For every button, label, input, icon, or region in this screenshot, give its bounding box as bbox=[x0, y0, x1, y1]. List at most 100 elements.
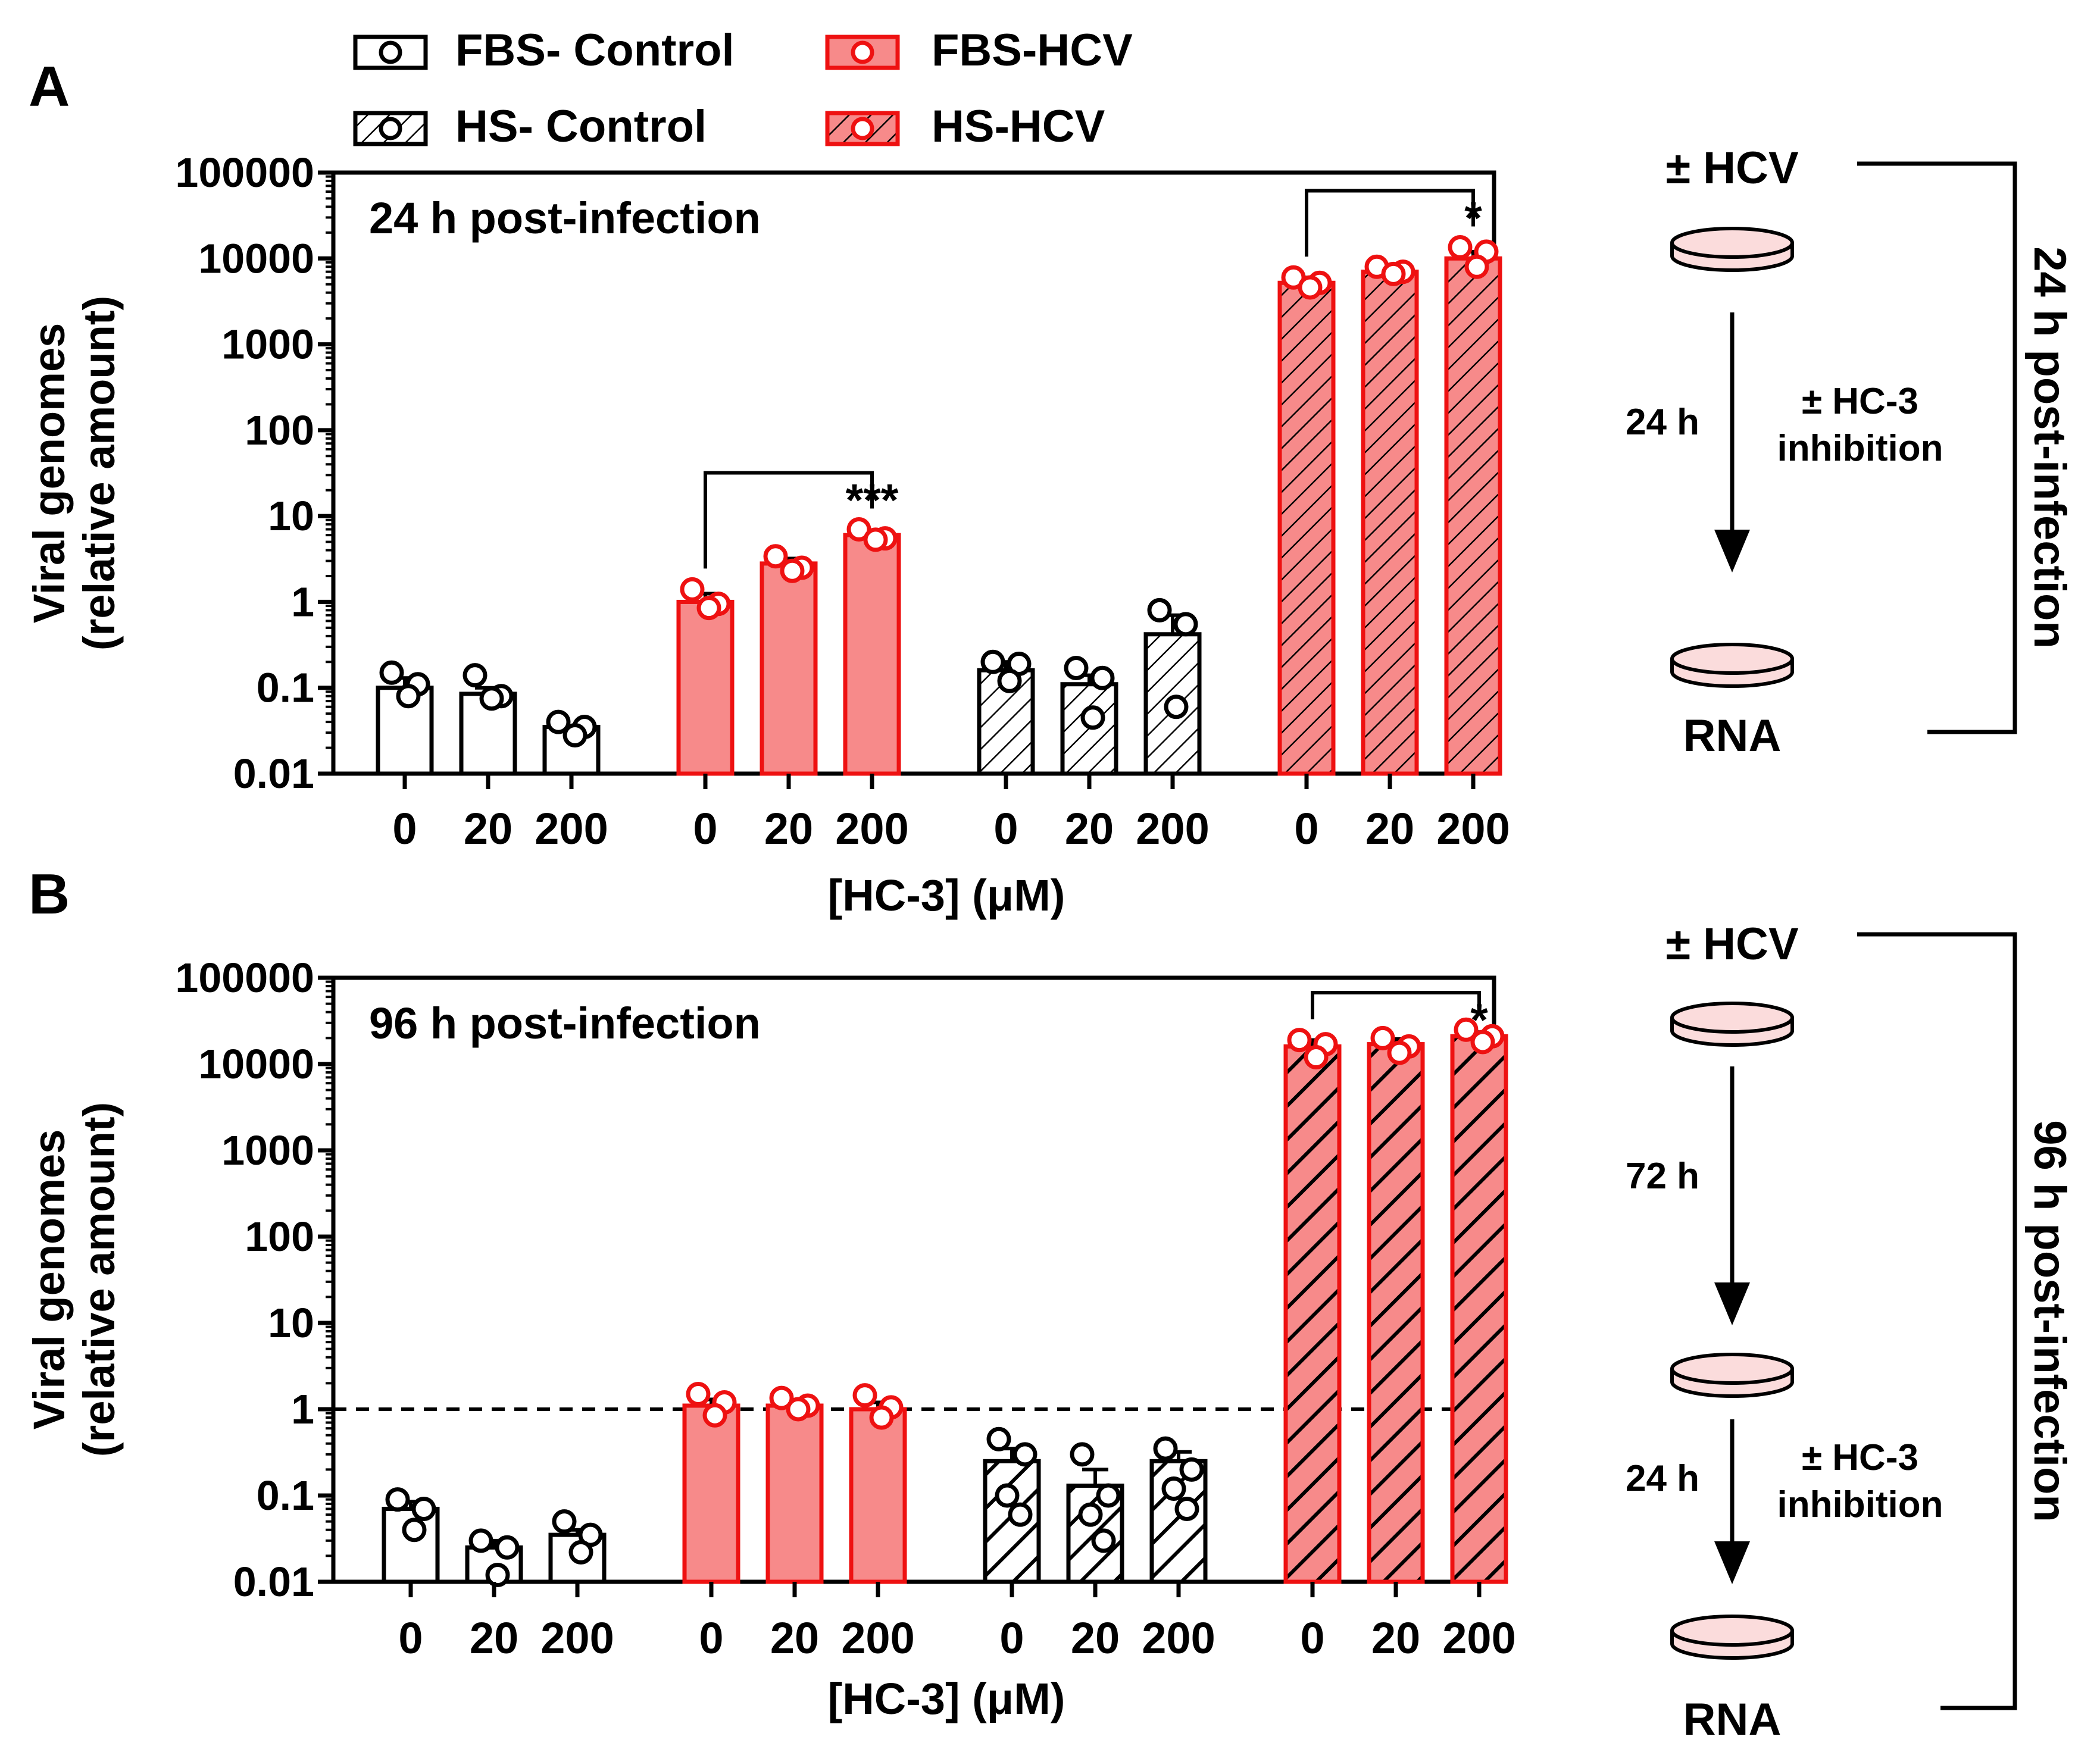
scheme-b-bracket bbox=[1857, 932, 2017, 1710]
legend-item-hs-hcv: HS-HCV bbox=[825, 101, 1105, 152]
panel-b-xtick-label: 200 bbox=[1442, 1613, 1515, 1663]
panel-a-data-point bbox=[1147, 597, 1172, 622]
panel-b-data-point bbox=[385, 1487, 410, 1512]
panel-b-ytick-label: 0.01 bbox=[233, 1559, 314, 1605]
panel-b-data-point bbox=[1096, 1483, 1121, 1508]
panel-b-data-point bbox=[1174, 1496, 1199, 1521]
panel-a-ytick-label: 0.01 bbox=[233, 750, 314, 797]
panel-a-ytick-label: 100000 bbox=[175, 149, 314, 196]
panel-a-ytick-label: 100 bbox=[245, 407, 314, 453]
panel-a-label: A bbox=[29, 55, 70, 118]
panel-a-significance-label: * bbox=[1464, 193, 1482, 243]
panel-b-xtick-label: 200 bbox=[540, 1613, 614, 1663]
panel-a-data-point bbox=[479, 686, 504, 711]
panel-a-data-point bbox=[1164, 694, 1189, 719]
legend-item-fbs-hcv: FBS-HCV bbox=[825, 25, 1133, 76]
panel-a-data-point bbox=[1080, 705, 1105, 730]
legend-label-hs-control: HS- Control bbox=[455, 101, 707, 152]
panel-a-bar bbox=[762, 563, 815, 774]
panel-b-xtick-label: 20 bbox=[470, 1613, 518, 1663]
panel-a-xlabel: [HC-3] (μM) bbox=[828, 871, 1065, 920]
panel-b-data-point bbox=[411, 1496, 436, 1521]
panel-b-data-point bbox=[1370, 1025, 1395, 1050]
panel-b-data-point bbox=[686, 1381, 711, 1406]
panel-b-data-point bbox=[1091, 1528, 1116, 1553]
panel-a-bar-hatch bbox=[1363, 271, 1417, 774]
panel-a-bar-hatch bbox=[1280, 283, 1333, 774]
scheme-a-arrow-head bbox=[1714, 530, 1750, 572]
scheme-a-top-label: ± HCV bbox=[1665, 143, 1799, 193]
legend-label-hs-hcv: HS-HCV bbox=[932, 101, 1105, 152]
panel-a-data-point bbox=[1448, 234, 1473, 259]
panel-a-xtick-label: 20 bbox=[764, 804, 813, 853]
panel-b-data-point bbox=[1304, 1045, 1329, 1070]
panel-b-ylabel-line2: (relative amount) bbox=[74, 1102, 124, 1457]
panel-a-data-point bbox=[846, 517, 871, 542]
panel-b-xtick-label: 0 bbox=[1300, 1613, 1324, 1663]
panel-b-bar bbox=[851, 1409, 905, 1582]
panel-b-data-point bbox=[552, 1509, 577, 1534]
panel-b-data-point bbox=[402, 1518, 427, 1543]
panel-a-data-point bbox=[680, 577, 705, 602]
panel-b-data-point bbox=[1161, 1476, 1186, 1501]
panel-a-data-point bbox=[1064, 655, 1089, 680]
panel-b-data-point bbox=[485, 1563, 510, 1588]
panel-b-data-point bbox=[852, 1383, 877, 1408]
panel-b-ytick-label: 1 bbox=[291, 1386, 314, 1432]
panel-a-xtick-label: 0 bbox=[392, 804, 417, 853]
panel-b-data-point bbox=[1387, 1040, 1412, 1065]
panel-b-data-point bbox=[769, 1385, 794, 1410]
scheme-b-side-label: 96 h post-infection bbox=[2024, 1120, 2075, 1522]
scheme-b: ± HCV 72 h 24 h ± HC-3 inhibition RNA 96… bbox=[1626, 919, 2075, 1745]
panel-a-xtick-label: 20 bbox=[1365, 804, 1414, 853]
scheme-b-step2-duration: 24 h bbox=[1626, 1458, 1699, 1499]
panel-b-xtick-label: 200 bbox=[841, 1613, 914, 1663]
legend-label-fbs-control: FBS- Control bbox=[455, 25, 735, 76]
panel-a-bar bbox=[679, 602, 732, 774]
panel-a-data-point bbox=[462, 663, 488, 688]
panel-b-data-point bbox=[1454, 1017, 1479, 1042]
panel-b-xtick-label: 20 bbox=[770, 1613, 819, 1663]
panel-a-ylabel-line1: Viral genomes bbox=[24, 323, 74, 624]
panel-b-data-point bbox=[986, 1426, 1011, 1451]
panel-a-xtick-label: 20 bbox=[1065, 804, 1114, 853]
panel-a-ylabel-line2: (relative amount) bbox=[74, 296, 124, 650]
panel-b-ytick-label: 100 bbox=[245, 1213, 314, 1260]
panel-b-bar bbox=[768, 1405, 821, 1582]
scheme-b-dish-top bbox=[1670, 1002, 1794, 1047]
panel-a-annotation: 24 h post-infection bbox=[369, 193, 761, 243]
panel-b-data-point bbox=[1179, 1457, 1204, 1482]
panel-a-ytick-label: 1 bbox=[291, 578, 314, 625]
panel-b-xtick-label: 0 bbox=[398, 1613, 423, 1663]
scheme-a-bottom-label: RNA bbox=[1683, 711, 1782, 761]
panel-b-ytick-label: 0.1 bbox=[257, 1472, 314, 1519]
panel-a-data-point bbox=[1090, 665, 1115, 690]
panel-a-data-point bbox=[1173, 612, 1198, 637]
panel-a-xtick-label: 200 bbox=[535, 804, 608, 853]
panel-b-bar-hatch bbox=[1369, 1044, 1423, 1582]
panel-b-data-point bbox=[1470, 1030, 1495, 1055]
panel-b-data-point bbox=[468, 1528, 493, 1553]
panel-b-label: B bbox=[29, 862, 70, 926]
panel-a-data-point bbox=[696, 596, 721, 621]
panel-b-xtick-label: 20 bbox=[1071, 1613, 1120, 1663]
panel-b-xtick-label: 20 bbox=[1371, 1613, 1420, 1663]
scheme-a-step-treatment-line1: ± HC-3 bbox=[1802, 381, 1918, 422]
panel-b-data-point bbox=[1153, 1436, 1178, 1461]
panel-b-data-point bbox=[495, 1535, 520, 1560]
panel-b-xtick-label: 200 bbox=[1142, 1613, 1215, 1663]
panel-b-data-point bbox=[568, 1540, 593, 1565]
legend-item-fbs-control: FBS- Control bbox=[353, 25, 735, 76]
scheme-a: ± HCV 24 h ± HC-3 inhibition RNA 24 h po… bbox=[1626, 143, 2075, 761]
panel-b-significance-label: * bbox=[1470, 995, 1488, 1046]
panel-b-bar-hatch bbox=[1286, 1046, 1339, 1582]
panel-b-xtick-label: 0 bbox=[699, 1613, 723, 1663]
panel-b-data-point bbox=[702, 1403, 727, 1428]
panel-a-data-point bbox=[396, 684, 421, 709]
scheme-b-step2-treatment-line1: ± HC-3 bbox=[1802, 1437, 1918, 1478]
panel-b-ylabel-line1: Viral genomes bbox=[24, 1130, 74, 1430]
panel-b-xlabel: [HC-3] (μM) bbox=[828, 1674, 1065, 1723]
panel-a-data-point bbox=[1464, 254, 1489, 279]
